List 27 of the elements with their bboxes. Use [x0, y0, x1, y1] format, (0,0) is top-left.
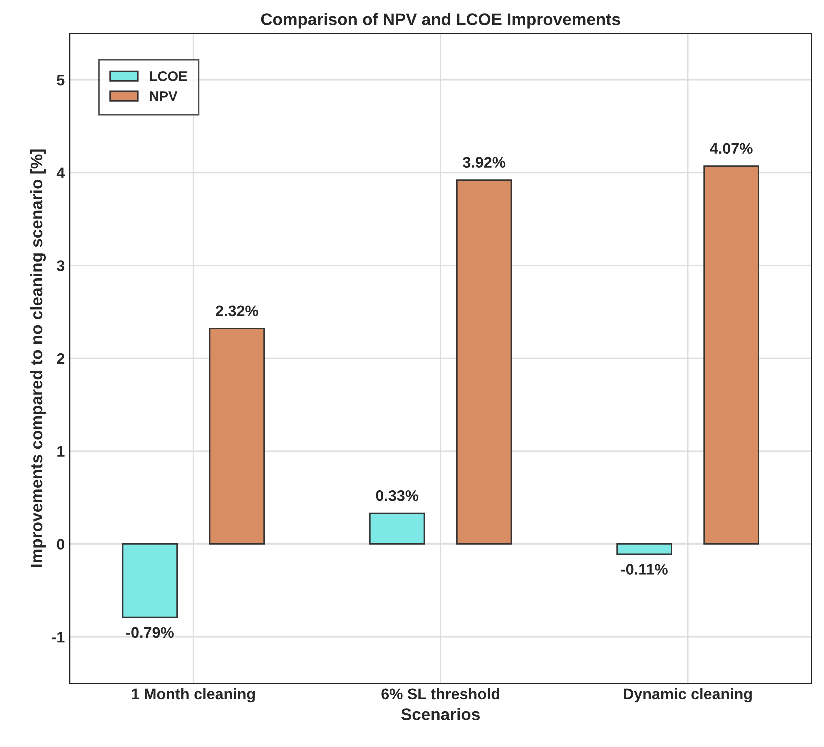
- y-tick-label: 0: [57, 539, 65, 550]
- x-tick-label: Dynamic cleaning: [624, 688, 752, 703]
- x-tick-label: 1 Month cleaning: [132, 688, 256, 703]
- bar: [456, 180, 512, 545]
- data-label: -0.79%: [126, 627, 174, 638]
- y-tick-label: 2: [57, 353, 65, 364]
- bar: [616, 544, 672, 556]
- x-tick-label: 6% SL threshold: [382, 688, 500, 700]
- bar: [209, 328, 266, 545]
- data-label: -0.11%: [621, 564, 668, 575]
- data-label: 2.32%: [216, 306, 258, 317]
- y-tick-label: 5: [57, 75, 65, 86]
- chart-title: Comparison of NPV and LCOE Improvements: [261, 13, 620, 29]
- legend-label: NPV: [150, 92, 178, 102]
- y-tick-label: 4: [56, 168, 66, 178]
- data-label: 0.33%: [376, 490, 419, 502]
- bar: [122, 544, 178, 618]
- y-tick-label: 1: [58, 446, 65, 457]
- bar: [704, 166, 760, 545]
- y-axis-title: Improvements compared to no cleaning scenario [%]: [30, 150, 46, 568]
- bar: [369, 512, 426, 545]
- data-label: 4.07%: [710, 143, 753, 154]
- y-tick-label: 3: [57, 260, 65, 272]
- x-axis-title: Scenarios: [401, 708, 480, 720]
- data-label: 3.92%: [463, 157, 506, 168]
- y-tick-label: -1: [52, 632, 65, 643]
- legend-label: LCOE: [150, 72, 188, 82]
